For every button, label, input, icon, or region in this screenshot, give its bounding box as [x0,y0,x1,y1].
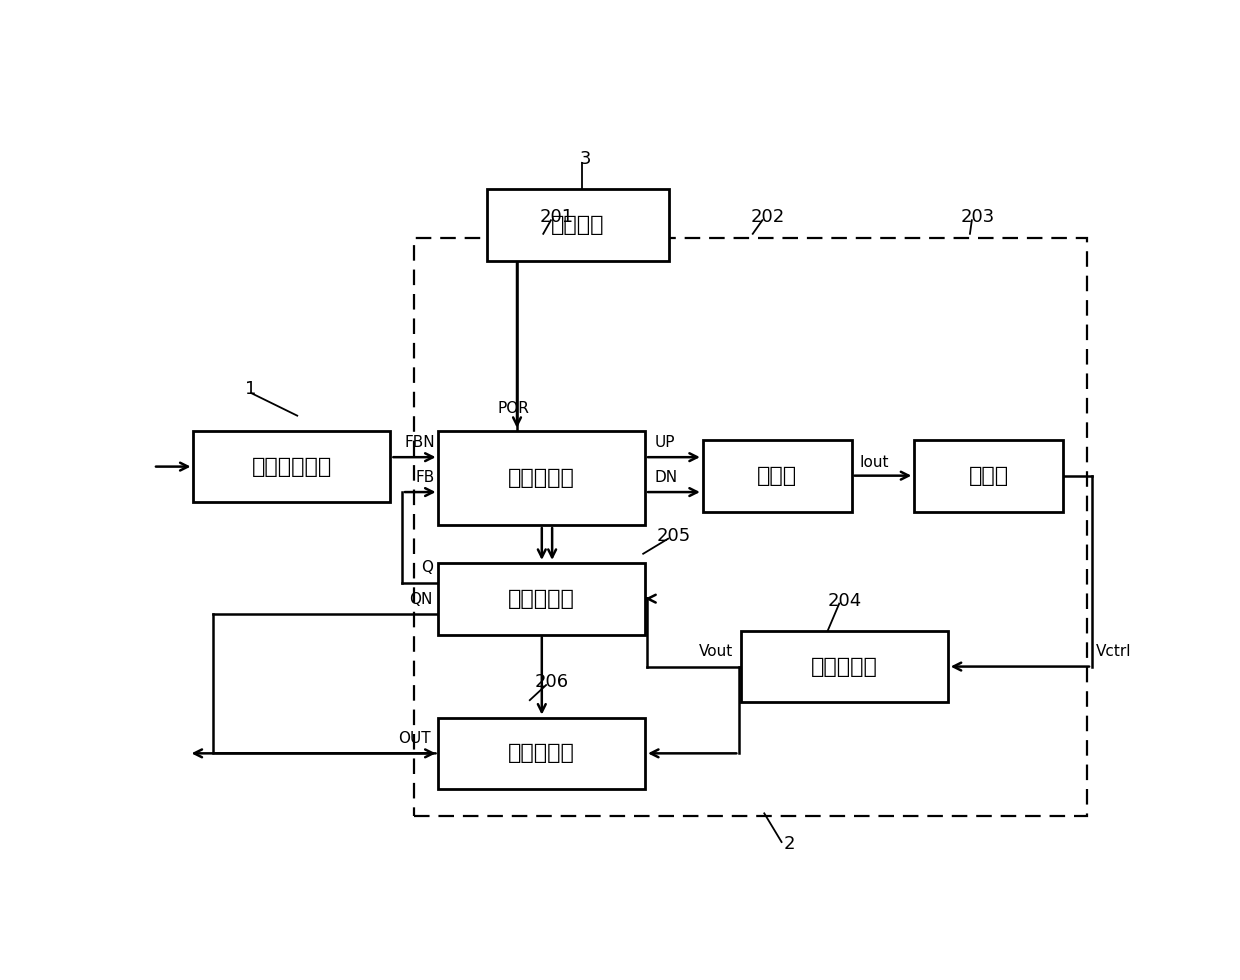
Text: 第一分频器: 第一分频器 [508,589,575,609]
Text: Vout: Vout [699,644,734,659]
Text: QN: QN [409,592,433,607]
FancyBboxPatch shape [914,440,1063,512]
FancyBboxPatch shape [742,631,947,703]
Text: 202: 202 [751,208,785,226]
Text: Iout: Iout [859,455,889,469]
Text: Vctrl: Vctrl [1096,644,1131,659]
FancyBboxPatch shape [193,431,391,503]
FancyBboxPatch shape [439,431,645,525]
Text: POR: POR [497,401,529,416]
Text: 压控振荡器: 压控振荡器 [811,657,878,676]
Text: FB: FB [415,469,435,484]
Text: 启动电路: 启动电路 [551,216,605,235]
Text: 标准尺延迟线: 标准尺延迟线 [252,457,332,476]
Text: 2: 2 [784,835,795,853]
Text: 滤波器: 滤波器 [968,466,1008,486]
Text: Q: Q [420,561,433,575]
Text: 鉴频鉴相器: 鉴频鉴相器 [508,467,575,488]
Text: UP: UP [655,434,676,450]
Text: 3: 3 [580,150,591,169]
FancyBboxPatch shape [439,717,645,789]
Text: 201: 201 [539,208,574,226]
Text: 206: 206 [534,673,569,691]
Text: 203: 203 [961,208,994,226]
Text: 第二分频器: 第二分频器 [508,744,575,763]
Text: DN: DN [655,469,678,484]
FancyBboxPatch shape [703,440,852,512]
Text: 电荷泵: 电荷泵 [758,466,797,486]
Text: 205: 205 [657,526,691,545]
FancyBboxPatch shape [439,563,645,634]
FancyBboxPatch shape [486,189,670,261]
Text: OUT: OUT [398,731,430,746]
Text: 1: 1 [246,380,257,398]
Text: 204: 204 [828,592,862,610]
Text: FBN: FBN [404,434,435,450]
